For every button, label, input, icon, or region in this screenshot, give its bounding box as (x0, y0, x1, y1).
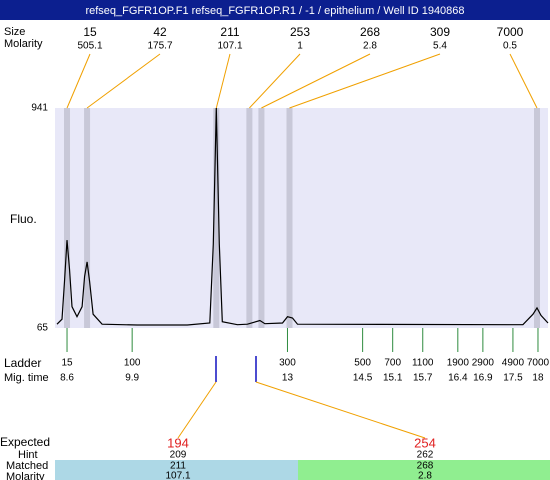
matched-band (298, 460, 550, 480)
size-label: Size (4, 26, 25, 38)
peak-band (258, 108, 265, 328)
exp-molarity-label: Molarity (6, 471, 45, 480)
peak-size: 253 (290, 25, 310, 39)
ladder-time: 15.1 (383, 373, 403, 384)
peak-molarity: 5.4 (433, 41, 447, 52)
ladder-size: 1900 (447, 358, 470, 369)
peak-molarity: 107.1 (217, 41, 242, 52)
y-label: Fluo. (10, 212, 37, 226)
peak-molarity: 505.1 (77, 41, 102, 52)
peak-band (286, 108, 293, 328)
peak-connector (86, 53, 161, 109)
ladder-time: 17.5 (503, 373, 523, 384)
peak-band (533, 108, 540, 328)
ladder-time: 15.7 (413, 373, 433, 384)
peak-molarity: 1 (297, 41, 303, 52)
ladder-time: 14.5 (353, 373, 373, 384)
plot-area (55, 108, 548, 328)
ladder-time: 13 (282, 373, 294, 384)
ladder-size: 1100 (412, 358, 434, 369)
matched-size: 268 (417, 461, 434, 472)
expected-size: 194 (167, 435, 189, 450)
ladder-size: 700 (384, 358, 401, 369)
ladder-size: 500 (354, 358, 371, 369)
ladder-time: 8.6 (60, 373, 74, 384)
ladder-size: 15 (61, 358, 73, 369)
time-label: Mig. time (4, 372, 49, 384)
peak-band (213, 108, 220, 328)
ladder-size: 7000 (527, 358, 550, 369)
ladder-size: 4900 (502, 358, 525, 369)
peak-connector (261, 53, 371, 109)
peak-connector (289, 53, 441, 109)
ladder-size: 2900 (472, 358, 495, 369)
peak-size: 7000 (497, 25, 524, 39)
hint-size: 262 (417, 450, 434, 461)
peak-molarity: 2.8 (363, 41, 377, 52)
molarity-label: Molarity (4, 38, 43, 50)
matched-molarity: 107.1 (165, 471, 190, 480)
ladder-size: 300 (279, 358, 296, 369)
peak-molarity: 175.7 (147, 41, 172, 52)
y-tick-label: 65 (37, 323, 49, 334)
peak-connector (509, 53, 538, 109)
matched-molarity: 2.8 (418, 471, 432, 480)
y-tick-label: 941 (31, 103, 48, 114)
expected-connector (255, 381, 426, 439)
peak-size: 268 (360, 25, 380, 39)
peak-molarity: 0.5 (503, 41, 517, 52)
expected-connector (177, 381, 217, 439)
title-bar (0, 0, 550, 20)
expected-label: Expected (0, 435, 50, 449)
hint-size: 209 (170, 450, 187, 461)
ladder-size: 100 (124, 358, 141, 369)
matched-label: Matched (6, 460, 48, 472)
title: refseq_FGFR1OP.F1 refseq_FGFR1OP.R1 / -1… (85, 5, 464, 17)
peak-band (246, 108, 253, 328)
peak-band (64, 108, 71, 328)
trace (56, 107, 549, 326)
ladder-label: Ladder (4, 356, 41, 370)
expected-size: 254 (414, 435, 436, 450)
ladder-time: 16.4 (448, 373, 468, 384)
matched-size: 211 (170, 461, 186, 472)
peak-size: 309 (430, 25, 450, 39)
ladder-time: 16.9 (473, 373, 493, 384)
hint-label: Hint (18, 449, 38, 461)
ladder-time: 18 (532, 373, 544, 384)
peak-size: 15 (83, 25, 97, 39)
ladder-time: 9.9 (125, 373, 139, 384)
peak-connector (215, 53, 231, 109)
peak-band (84, 108, 91, 328)
peak-size: 211 (220, 25, 239, 39)
peak-connector (249, 53, 301, 109)
matched-band (55, 460, 298, 480)
peak-size: 42 (153, 25, 167, 39)
peak-connector (66, 53, 91, 109)
